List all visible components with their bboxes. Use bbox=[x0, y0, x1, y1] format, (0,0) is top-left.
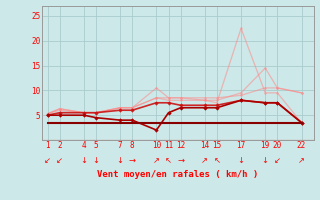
Text: ↓: ↓ bbox=[117, 156, 124, 165]
Text: ↙: ↙ bbox=[56, 156, 63, 165]
Text: ↖: ↖ bbox=[213, 156, 220, 165]
Text: ↓: ↓ bbox=[92, 156, 100, 165]
X-axis label: Vent moyen/en rafales ( km/h ): Vent moyen/en rafales ( km/h ) bbox=[97, 170, 258, 179]
Text: ↓: ↓ bbox=[262, 156, 269, 165]
Text: ↙: ↙ bbox=[274, 156, 281, 165]
Text: ↗: ↗ bbox=[153, 156, 160, 165]
Text: ↓: ↓ bbox=[237, 156, 244, 165]
Text: →: → bbox=[129, 156, 136, 165]
Text: ↙: ↙ bbox=[44, 156, 51, 165]
Text: ↗: ↗ bbox=[298, 156, 305, 165]
Text: →: → bbox=[177, 156, 184, 165]
Text: ↗: ↗ bbox=[201, 156, 208, 165]
Text: ↓: ↓ bbox=[80, 156, 87, 165]
Text: ↖: ↖ bbox=[165, 156, 172, 165]
